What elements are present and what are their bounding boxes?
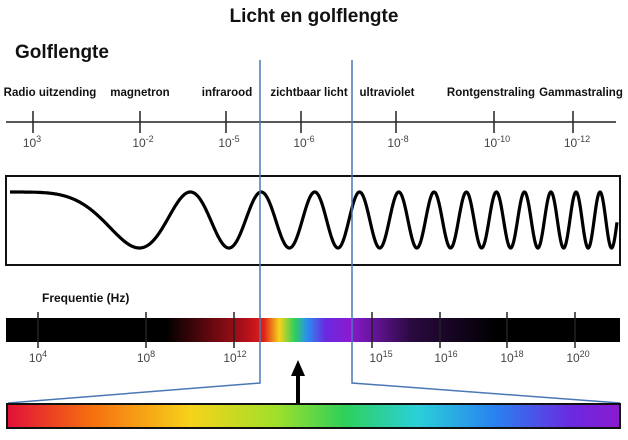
band-label-visible: zichtbaar licht	[270, 87, 348, 99]
band-label-microwave: magnetron	[110, 87, 170, 99]
wavelength-tick-label: 10-10	[483, 134, 511, 150]
electromagnetic-wave	[10, 190, 619, 250]
frequency-tick-label: 108	[136, 349, 156, 365]
wavelength-tick-label: 10-12	[563, 134, 591, 150]
wavelength-axis	[6, 111, 616, 133]
wave-box	[5, 175, 621, 266]
frequency-bar	[6, 318, 620, 342]
band-label-radio: Radio uitzending	[3, 87, 97, 99]
arrow-up-icon	[291, 360, 305, 376]
band-label-ultraviolet: ultraviolet	[359, 87, 415, 99]
wavelength-tick-label: 103	[22, 134, 42, 150]
frequency-tick-label: 1018	[500, 349, 524, 365]
band-label-gamma: Gammastraling	[539, 87, 623, 99]
frequency-tick-label: 1020	[566, 349, 590, 365]
frequency-heading: Frequentie (Hz)	[42, 291, 130, 305]
wavelength-tick-label: 10-6	[293, 134, 315, 150]
frequency-tick-label: 104	[28, 349, 48, 365]
band-label-infrared: infrarood	[201, 87, 253, 99]
frequency-ticks	[37, 312, 576, 348]
band-label-xray: Rontgenstraling	[446, 87, 536, 99]
frequency-tick-label: 1016	[434, 349, 458, 365]
frequency-tick-label: 1015	[369, 349, 393, 365]
wavelength-tick-label: 10-2	[132, 134, 154, 150]
wavelength-tick-label: 10-5	[218, 134, 240, 150]
visible-guide-right	[351, 60, 621, 404]
page-title: Licht en golflengte	[229, 6, 399, 27]
wavelength-tick-label: 10-8	[387, 134, 409, 150]
visible-spectrum-bar	[6, 403, 621, 429]
visible-guide-left	[7, 60, 261, 404]
wavelength-heading: Golflengte	[15, 42, 109, 63]
frequency-tick-label: 1012	[223, 349, 247, 365]
